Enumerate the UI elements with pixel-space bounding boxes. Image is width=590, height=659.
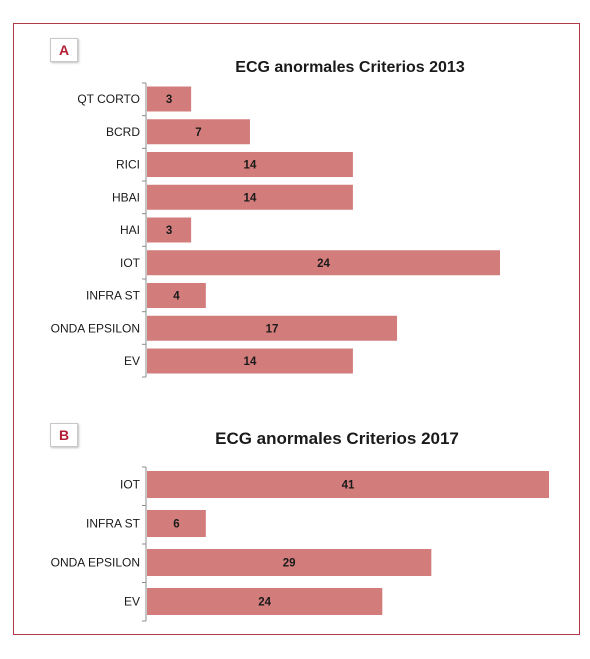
- chart-a-bar: [147, 217, 192, 243]
- chart-a-bar: [147, 250, 500, 276]
- chart-a-category-label: IOT: [120, 256, 141, 270]
- chart-b-data-label: 29: [283, 558, 296, 570]
- chart-a-category-label: ONDA EPSILON: [51, 321, 140, 335]
- chart-a-category-label: RICI: [116, 158, 140, 172]
- chart-a-bar: [147, 283, 206, 308]
- figure-frame: [13, 23, 580, 635]
- chart-a-bar: [147, 119, 250, 145]
- chart-a-category-label: HAI: [120, 223, 140, 237]
- chart-b-category-label: ONDA EPSILON: [51, 556, 140, 570]
- chart-b-category-label: EV: [124, 595, 140, 609]
- chart-b-bar: [147, 549, 432, 576]
- chart-b-data-label: 6: [173, 519, 179, 531]
- chart-a-category-label: HBAI: [112, 190, 140, 204]
- chart-a-bar: [147, 86, 192, 112]
- chart-a-data-label: 17: [266, 323, 279, 335]
- chart-b-title: ECG anormales Criterios 2017: [215, 429, 459, 448]
- chart-b-bar: [147, 588, 383, 615]
- chart-a-title: ECG anormales Criterios 2013: [235, 59, 465, 76]
- chart-b-bar: [147, 510, 206, 537]
- chart-a-data-label: 14: [244, 192, 257, 204]
- chart-a-category-label: BCRD: [106, 125, 140, 139]
- chart-a-bar: [147, 315, 398, 341]
- chart-b: IOT 41 INFRA ST 6 ONDA EPSILON 29 EV 24: [51, 466, 549, 622]
- chart-a-category-label: QT CORTO: [77, 92, 140, 106]
- panel-label-b: B: [50, 423, 78, 447]
- chart-b-bar: [147, 471, 549, 498]
- chart-a-bar: [147, 348, 353, 374]
- chart-a-data-label: 3: [166, 225, 172, 237]
- chart-b-data-label: 41: [342, 480, 355, 492]
- chart-a-data-label: 7: [195, 127, 201, 139]
- chart-b-category-label: IOT: [120, 478, 141, 492]
- chart-a-category-label: INFRA ST: [86, 289, 141, 303]
- chart-a: QT CORTO 3 BCRD 7 RICI 14 HBAI 14 HAI 3 IOT 24 INFRA…: [51, 82, 500, 378]
- chart-b-category-label: INFRA ST: [86, 517, 141, 531]
- chart-a-bar: [147, 184, 353, 210]
- chart-b-data-label: 24: [258, 597, 271, 609]
- chart-a-data-label: 4: [173, 291, 180, 303]
- chart-a-data-label: 14: [244, 356, 257, 368]
- chart-a-data-label: 14: [244, 160, 257, 172]
- panel-label-a: A: [50, 38, 78, 62]
- chart-a-data-label: 3: [166, 94, 172, 106]
- chart-a-category-label: EV: [124, 354, 140, 368]
- chart-a-data-label: 24: [317, 258, 330, 270]
- chart-a-bar: [147, 152, 353, 177]
